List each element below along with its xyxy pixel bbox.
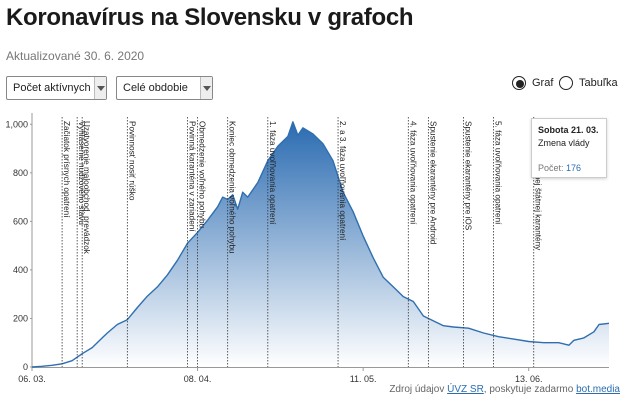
y-tick-label: 0 [23, 362, 28, 372]
x-tick-label: 06. 03. [18, 374, 46, 384]
tooltip-event: Zmena vlády [538, 138, 590, 148]
tooltip-count-label: Počet: [538, 163, 564, 173]
period-select-value: Celé obdobie [123, 82, 188, 94]
annotation-label: Začiatok prísnych opatrení [62, 121, 71, 218]
annotation-label: Povinná karanténa v zariadení [188, 121, 197, 232]
radio-unselected-icon [559, 76, 573, 90]
chevron-down-icon [94, 77, 106, 99]
page-title: Koronavírus na Slovensku v grafoch [6, 4, 414, 31]
y-tick-label: 200 [13, 313, 28, 323]
annotation-label: 4. fáza uvoľňovania opatrení [408, 121, 417, 225]
series-line [31, 121, 610, 368]
series-area [32, 121, 609, 368]
view-graph-label: Graf [532, 77, 554, 89]
source-mid: , poskytuje zadarmo [483, 384, 574, 395]
x-tick-label: 08. 04. [184, 374, 212, 384]
y-tick-label: 1,000 [5, 119, 28, 129]
period-select[interactable]: Celé obdobie [116, 76, 213, 100]
tooltip-count: Počet: 176 [538, 163, 581, 173]
annotation-label: Obmedzenie voľného pohybu [198, 121, 207, 229]
annotation-label: 5. fáza uvoľňovania opatrení [494, 121, 503, 225]
view-table-label: Tabuľka [579, 77, 618, 89]
annotation-label: Koniec obmedzenia voľného pohybu [228, 121, 237, 254]
annotation-label: Uzatvorenie maloobchod. prevádzok [82, 121, 91, 255]
tooltip-count-value: 176 [566, 163, 582, 173]
radio-selected-icon [512, 76, 526, 90]
updated-date: Aktualizované 30. 6. 2020 [6, 49, 145, 63]
chart-axes: 0 200 400 600 800 1,000 06. 03. 08. 04. 11. 05. 1… [5, 113, 609, 384]
x-tick-label: 13. 06. [515, 374, 543, 384]
annotation-label: Zrušenie povinnej štátnej karantény [534, 121, 543, 251]
area-layer [31, 121, 610, 368]
source-link-uvz[interactable]: ÚVZ SR [447, 384, 484, 395]
annotation-label: Spustenie ekarantény pre iOS [463, 121, 472, 231]
annotation-layer: Začiatok prísnych opatrení Vyhlásenie núd… [61, 117, 543, 367]
annotation-label: Spustenie ekarantény pre Android [428, 121, 437, 245]
x-tick-label: 11. 05. [350, 374, 377, 384]
metric-select[interactable]: Počet aktívnych [6, 76, 107, 100]
chevron-down-icon [200, 77, 212, 99]
chart-tooltip: Sobota 21. 03. Zmena vlády Počet: 176 [531, 118, 607, 178]
source-note: Zdroj údajov ÚVZ SR, poskytuje zadarmo b… [389, 384, 620, 395]
y-tick-label: 400 [13, 265, 28, 275]
tooltip-date: Sobota 21. 03. [538, 125, 599, 135]
annotation-label: 2. a 3. fáza uvoľňovania opatrení [338, 121, 347, 241]
metric-select-value: Počet aktívnych [13, 82, 91, 94]
source-link-botmedia[interactable]: bot.media [576, 384, 620, 395]
annotation-label: Povinnosť nosiť rúško [127, 121, 136, 201]
y-tick-label: 800 [13, 168, 28, 178]
source-prefix: Zdroj údajov [389, 384, 445, 395]
annotation-label: 1. fáza uvoľňovania opatrení [268, 121, 277, 225]
annotation-label: Vyhlásenie núdzového stavu [77, 121, 86, 225]
y-tick-label: 600 [13, 216, 28, 226]
